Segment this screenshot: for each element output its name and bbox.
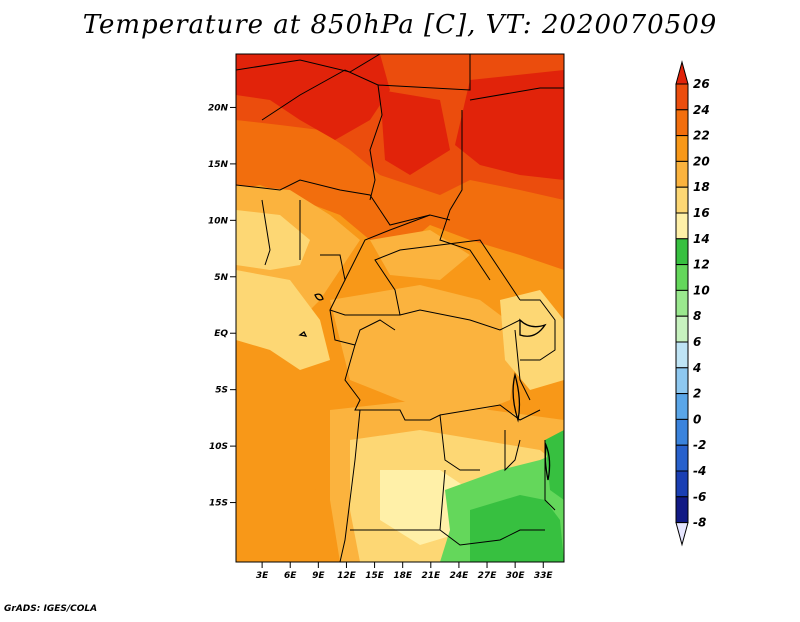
colorbar-segment	[675, 341, 689, 369]
map-frame	[235, 53, 565, 563]
lon-tick-label: 3E	[256, 571, 269, 581]
colorbar-label: 14	[693, 232, 710, 246]
colorbar-label: 6	[693, 335, 701, 349]
colorbar-segment	[675, 83, 689, 111]
contour-highlands-16	[500, 290, 564, 390]
colorbar-label: -2	[693, 438, 706, 452]
colorbar-segment	[675, 289, 689, 317]
lon-tick-label: 30E	[506, 571, 526, 581]
colorbar-segment	[675, 470, 689, 498]
colorbar-segment	[675, 367, 689, 395]
grads-credit: GrADS: IGES/COLA	[4, 604, 98, 614]
colorbar-label: 22	[693, 129, 710, 143]
lon-tick-label: 21E	[421, 571, 441, 581]
colorbar-segment	[675, 238, 689, 266]
contour-malawi-10	[545, 430, 564, 500]
lake-outlines	[298, 293, 551, 481]
colorbar-label: 20	[693, 154, 710, 168]
colorbar-label: 24	[693, 103, 710, 117]
lat-tick-label: 5S	[215, 386, 228, 396]
colorbar-label: 4	[692, 361, 701, 375]
contour-south-14	[380, 470, 470, 545]
colorbar-segment	[675, 315, 689, 343]
colorbar-segment	[675, 496, 689, 524]
lon-tick-label: 18E	[393, 571, 413, 581]
lat-tick-label: 5N	[214, 273, 228, 283]
map-title: Temperature at 850hPa [C], VT: 202007050…	[82, 10, 718, 40]
colorbar-segment	[675, 418, 689, 446]
colorbar-label: 10	[693, 283, 710, 297]
lat-tick-label: 15N	[208, 160, 229, 170]
colorbar-label: 26	[693, 77, 710, 91]
colorbar-label: -4	[693, 464, 706, 478]
lat-tick-label: 15S	[209, 499, 228, 509]
lon-tick-label: 24E	[450, 571, 470, 581]
latitude-axis: 20N 15N 10N 5N EQ 5S 10S 15S	[208, 103, 236, 509]
country-borders	[236, 54, 564, 562]
lon-tick-label: 12E	[337, 571, 357, 581]
colorbar-label: -6	[693, 490, 706, 504]
contour-gulf-16	[236, 270, 330, 370]
colorbar-label: 2	[693, 387, 701, 401]
lat-tick-label: 20N	[208, 103, 229, 113]
lat-tick-label: 10N	[208, 216, 229, 226]
lon-tick-label: 6E	[284, 571, 297, 581]
colorbar-over-triangle	[675, 60, 689, 85]
colorbar-segment	[675, 109, 689, 137]
colorbar-segment	[675, 160, 689, 188]
contour-zambia-10	[470, 495, 564, 562]
colorbar-segment	[675, 135, 689, 162]
colorbar-label: -8	[693, 516, 706, 530]
lon-tick-label: 27E	[478, 571, 498, 581]
colorbar-segment	[675, 212, 689, 240]
temperature-field	[236, 54, 564, 562]
colorbar-segment	[675, 444, 689, 472]
contour-sw-20	[236, 480, 330, 562]
contour-hot-chad	[380, 90, 450, 175]
colorbar-segment	[675, 264, 689, 291]
colorbar-label: 12	[693, 258, 710, 272]
colorbar-label: 18	[693, 180, 710, 194]
lat-tick-label: 10S	[209, 442, 228, 452]
colorbar-under-triangle	[675, 522, 689, 547]
longitude-axis: 3E 6E 9E 12E 15E 18E 21E 24E 27E 30E 33E	[256, 562, 554, 581]
colorbar-label: 8	[693, 309, 701, 323]
lon-tick-label: 15E	[365, 571, 385, 581]
colorbar-label: 0	[693, 412, 701, 426]
contour-hot-nw	[236, 54, 390, 140]
lon-tick-label: 33E	[534, 571, 554, 581]
contour-atlantic-20	[250, 380, 320, 480]
colorbar-segment	[675, 393, 689, 420]
contour-car-18	[370, 230, 470, 280]
contour-congo-18	[330, 285, 520, 420]
lat-tick-label: EQ	[214, 329, 228, 339]
contour-coast-16	[236, 210, 310, 270]
colorbar-segment	[675, 186, 689, 214]
lon-tick-label: 9E	[312, 571, 325, 581]
colorbar-label: 16	[693, 206, 710, 220]
